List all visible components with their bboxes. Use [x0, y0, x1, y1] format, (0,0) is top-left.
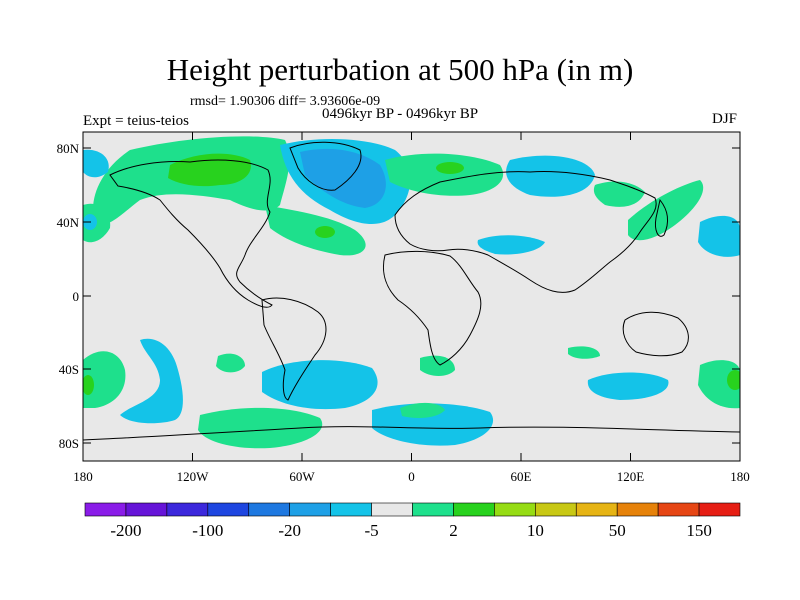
- lon-tick-label: 0: [408, 469, 415, 484]
- colorbar-label: 150: [686, 521, 712, 540]
- region-greenland-core-blue: [300, 148, 386, 208]
- colorbar-labels: -200 -100 -20 -5 2 10 50 150: [110, 521, 711, 540]
- rmsd-diff-stats: rmsd= 1.90306 diff= 3.93606e-09: [190, 94, 381, 109]
- colorbar-box: [84, 502, 127, 517]
- longitude-ticks: 180 120W 60W 0 60E 120E 180: [73, 132, 750, 484]
- latitude-ticks: 80N 40N 0 40S 80S: [57, 141, 740, 451]
- region-atlantic-green: [265, 205, 366, 256]
- period-label: 0496kyr BP - 0496kyr BP: [322, 106, 479, 122]
- region-south-pacific-cyan: [120, 338, 183, 424]
- region-siberia-cyan: [506, 155, 595, 197]
- lon-tick-label: 120W: [177, 469, 210, 484]
- colorbar-box: [453, 502, 495, 517]
- lat-tick-label: 0: [73, 289, 80, 304]
- lon-tick-label: 60W: [289, 469, 315, 484]
- colorbar-box: [698, 502, 741, 517]
- colorbar: [84, 502, 741, 517]
- colorbar-box: [657, 502, 700, 517]
- contour-fields: [83, 136, 740, 449]
- colorbar-box: [412, 502, 454, 517]
- region-middle-east-cyan: [477, 235, 545, 255]
- lat-tick-label: 80N: [57, 141, 80, 156]
- region-new-zealand-lime: [727, 370, 740, 390]
- coastlines: [83, 141, 740, 441]
- region-south-atlantic-cyan: [262, 360, 378, 410]
- colorbar-label: -200: [110, 521, 141, 540]
- colorbar-box: [371, 502, 413, 517]
- region-north-pacific-cyan: [698, 215, 740, 257]
- region-south-pacific-green: [83, 351, 126, 408]
- lon-tick-label: 60E: [511, 469, 532, 484]
- coast-japan: [655, 198, 668, 237]
- region-atlantic-green-core: [315, 226, 335, 238]
- colorbar-label: 50: [609, 521, 626, 540]
- colorbar-box: [125, 502, 168, 517]
- map-panel: [82, 131, 741, 462]
- lat-tick-label: 80S: [59, 436, 79, 451]
- lon-tick-label: 180: [73, 469, 93, 484]
- coast-south-america: [261, 297, 327, 401]
- region-eurasia-green: [385, 153, 504, 196]
- region-southern-indian-cyan: [587, 372, 669, 400]
- region-antarctic-green-2: [400, 402, 445, 418]
- region-eurasia-green-core: [436, 162, 464, 174]
- lat-tick-label: 40N: [57, 215, 80, 230]
- coast-north-america: [109, 159, 273, 308]
- colorbar-box: [535, 502, 577, 517]
- map-title: Height perturbation at 500 hPa (in m): [166, 52, 634, 87]
- experiment-label: Expt = teius-teios: [83, 113, 189, 129]
- colorbar-box: [575, 502, 618, 517]
- colorbar-label: 10: [527, 521, 544, 540]
- region-south-pacific-lime: [83, 375, 94, 395]
- region-new-zealand-green: [698, 360, 740, 409]
- season-label: DJF: [712, 111, 738, 127]
- colorbar-box: [289, 502, 331, 517]
- region-south-america-green: [216, 353, 245, 373]
- lat-tick-label: 40S: [59, 362, 79, 377]
- colorbar-label: -5: [364, 521, 378, 540]
- colorbar-label: -20: [278, 521, 301, 540]
- colorbar-box: [494, 502, 536, 517]
- colorbar-label: -100: [192, 521, 223, 540]
- colorbar-box: [330, 502, 372, 517]
- colorbar-box: [207, 502, 250, 517]
- coast-africa: [383, 250, 482, 366]
- coast-greenland: [289, 141, 362, 191]
- region-indian-ocean-green-2: [568, 346, 600, 359]
- coast-antarctica: [83, 426, 740, 441]
- lon-tick-label: 180: [730, 469, 750, 484]
- coast-australia: [622, 311, 689, 357]
- region-indian-ocean-green: [420, 355, 455, 376]
- colorbar-box: [248, 502, 290, 517]
- colorbar-box: [166, 502, 209, 517]
- lon-tick-label: 120E: [617, 469, 645, 484]
- region-antarctic-green: [198, 407, 323, 449]
- colorbar-box: [616, 502, 659, 517]
- colorbar-label: 2: [449, 521, 458, 540]
- coast-europe-asia: [394, 171, 657, 293]
- region-west-pacific-cyan: [83, 149, 109, 178]
